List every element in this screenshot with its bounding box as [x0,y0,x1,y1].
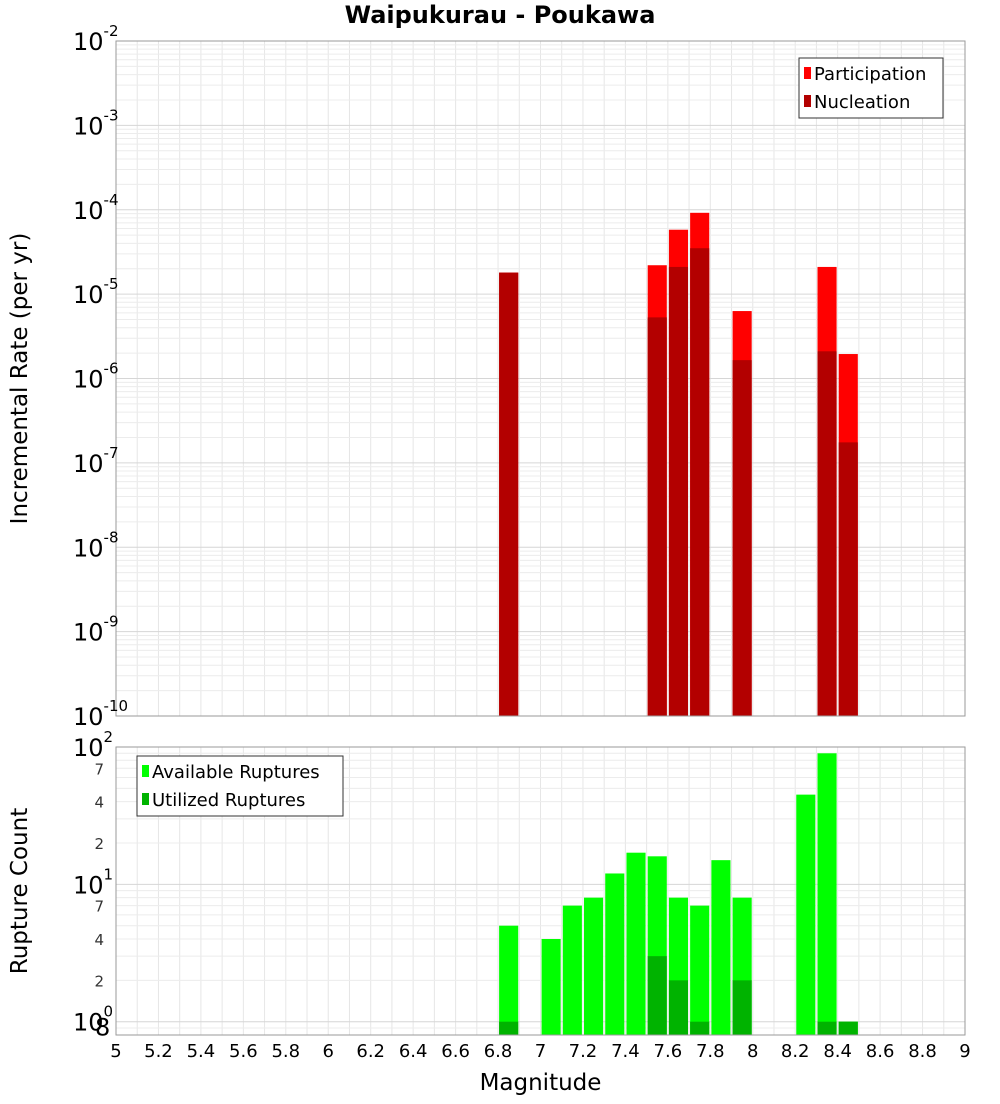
x-tick-label: 8.8 [908,1041,937,1062]
rate-legend-label: Nucleation [814,92,910,113]
x-tick-label: 9 [959,1041,970,1062]
count-bar-a [796,794,816,1035]
rate-y-tick-label: 10-5 [73,275,119,309]
count-y-minor-label: 4 [94,794,104,812]
count-bar-a [562,905,582,1035]
count-bar-a [605,873,625,1035]
rate-legend: Participation Nucleation [798,57,944,119]
rate-bar-b [668,266,689,716]
x-tick-label: 7 [535,1041,546,1062]
count-bar-b [499,1021,519,1035]
count-legend-swatch [142,793,149,805]
rate-bar-b [499,272,519,716]
count-bar-a [817,753,837,1035]
count-legend-label: Available Ruptures [152,762,320,783]
count-legend: Available Ruptures Utilized Ruptures [136,755,344,817]
top-panel: 10-10 10-9 10-8 10-7 10-6 10-5 10-4 10-3 10-2 Inc… [7,22,966,731]
rate-bar-b [647,317,667,716]
x-tick-label: 8.2 [781,1041,810,1062]
count-legend-swatch [142,765,149,777]
count-bar-b [647,956,667,1035]
x-tick-label: 5.4 [187,1041,216,1062]
count-bar-a [499,925,519,1035]
rate-legend-label: Participation [814,64,926,85]
rate-bar-b [838,442,858,716]
x-tick-label: 8 [747,1041,758,1062]
rate-y-tick-label: 10-2 [73,22,119,56]
count-y-tick-extra: 8 [95,1014,110,1042]
count-bar-b [817,1021,837,1035]
count-bar-a [584,897,604,1035]
count-bar-a [711,860,731,1035]
rate-bar-b [732,360,752,716]
rate-y-tick-label: 10-4 [73,191,119,225]
x-tick-label: 7.2 [569,1041,598,1062]
rate-y-tick-label: 10-7 [73,444,119,478]
x-tick-label: 6.4 [399,1041,428,1062]
rate-y-tick-label: 10-8 [73,528,119,562]
rate-y-tick-label: 10-6 [73,360,119,394]
x-tick-label: 7.6 [654,1041,683,1062]
rate-y-tick-label: 10-3 [73,106,119,140]
count-y-axis-label: Rupture Count [7,808,33,974]
count-bar-b [732,980,752,1035]
count-y-minor-label: 2 [94,835,104,853]
count-legend-label: Utilized Ruptures [152,790,305,811]
count-bar-b [668,980,689,1035]
x-axis-label: Magnitude [480,1070,602,1096]
rate-plot-border [115,40,966,717]
rate-bar-b [817,351,837,716]
rate-y-tick-label: 10-9 [73,613,119,647]
count-bar-b [690,1021,710,1035]
count-bar-a [541,939,561,1035]
rate-y-tick-label: 10-10 [73,697,128,731]
x-tick-label: 5.2 [144,1041,173,1062]
x-tick-label: 8.6 [866,1041,895,1062]
rate-legend-box [798,57,944,119]
x-tick-label: 6.6 [441,1041,470,1062]
x-tick-label: 5.8 [271,1041,300,1062]
count-y-minor-label: 7 [94,760,104,778]
x-tick-label: 7.8 [696,1041,725,1062]
rate-bar-b [690,248,710,717]
count-bar-a [690,905,710,1035]
count-plot-border [115,746,966,1036]
count-y-minor-label: 7 [94,898,104,916]
x-tick-label: 5.6 [229,1041,258,1062]
x-tick-label: 7.4 [611,1041,640,1062]
count-bar-a [626,852,646,1035]
x-tick-label: 6 [323,1041,334,1062]
rate-legend-swatch [804,95,811,107]
x-tick-label: 6.2 [356,1041,385,1062]
count-bar-b [838,1021,858,1035]
count-y-tick-label: 100 [73,1003,113,1037]
rate-y-axis-label: Incremental Rate (per yr) [7,233,33,525]
x-tick-label: 5 [110,1041,121,1062]
count-y-minor-label: 2 [94,972,104,990]
count-y-tick-label: 102 [73,728,113,762]
count-y-minor-label: 4 [94,931,104,949]
x-tick-label: 6.8 [484,1041,513,1062]
count-legend-box [136,755,344,817]
count-y-tick-label: 101 [73,865,113,899]
chart-title: Waipukurau - Poukawa [345,1,656,29]
x-tick-label: 8.4 [823,1041,852,1062]
rate-legend-swatch [804,67,811,79]
